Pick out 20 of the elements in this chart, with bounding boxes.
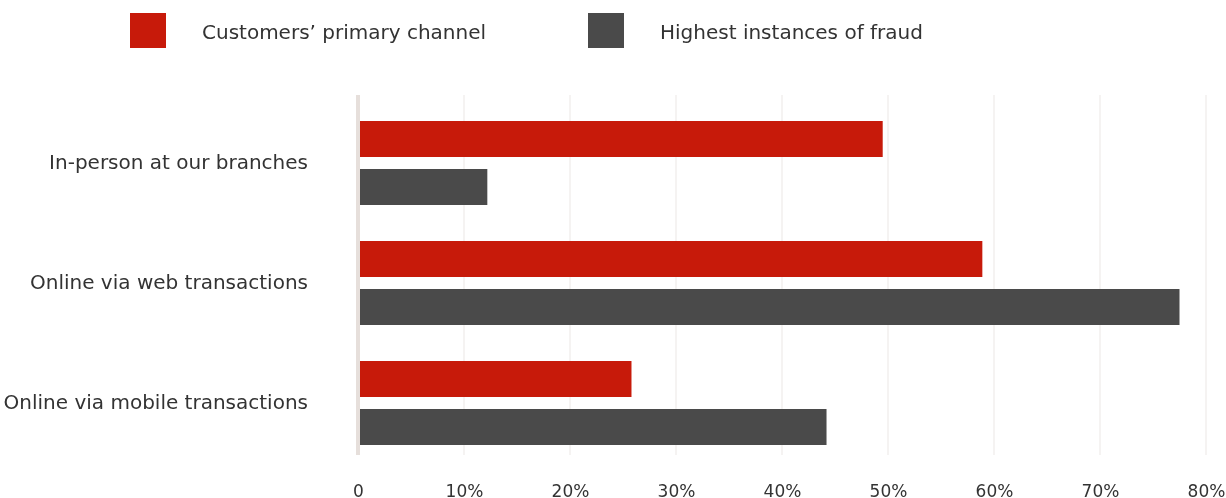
- x-tick-label: 20%: [551, 481, 590, 498]
- y-tick-label: Online via mobile transactions: [3, 390, 308, 415]
- x-tick-label: 30%: [657, 481, 696, 498]
- legend-label: Highest instances of fraud: [660, 20, 923, 44]
- bar: [360, 361, 632, 397]
- x-tick-label: 50%: [869, 481, 908, 498]
- x-tick-label: 70%: [1081, 481, 1120, 498]
- bar: [360, 289, 1180, 325]
- legend-label: Customers’ primary channel: [202, 20, 487, 44]
- x-tick-label: 60%: [975, 481, 1014, 498]
- x-tick-label: 40%: [763, 481, 802, 498]
- bar: [360, 121, 883, 157]
- x-tick-label: 80%: [1187, 481, 1226, 498]
- x-tick-label: 0: [353, 481, 364, 498]
- y-tick-label: Online via web transactions: [30, 270, 308, 295]
- bar: [360, 409, 827, 445]
- bar: [360, 169, 488, 205]
- bar: [360, 241, 983, 277]
- y-tick-label: In-person at our branches: [49, 150, 308, 175]
- x-tick-label: 10%: [445, 481, 484, 498]
